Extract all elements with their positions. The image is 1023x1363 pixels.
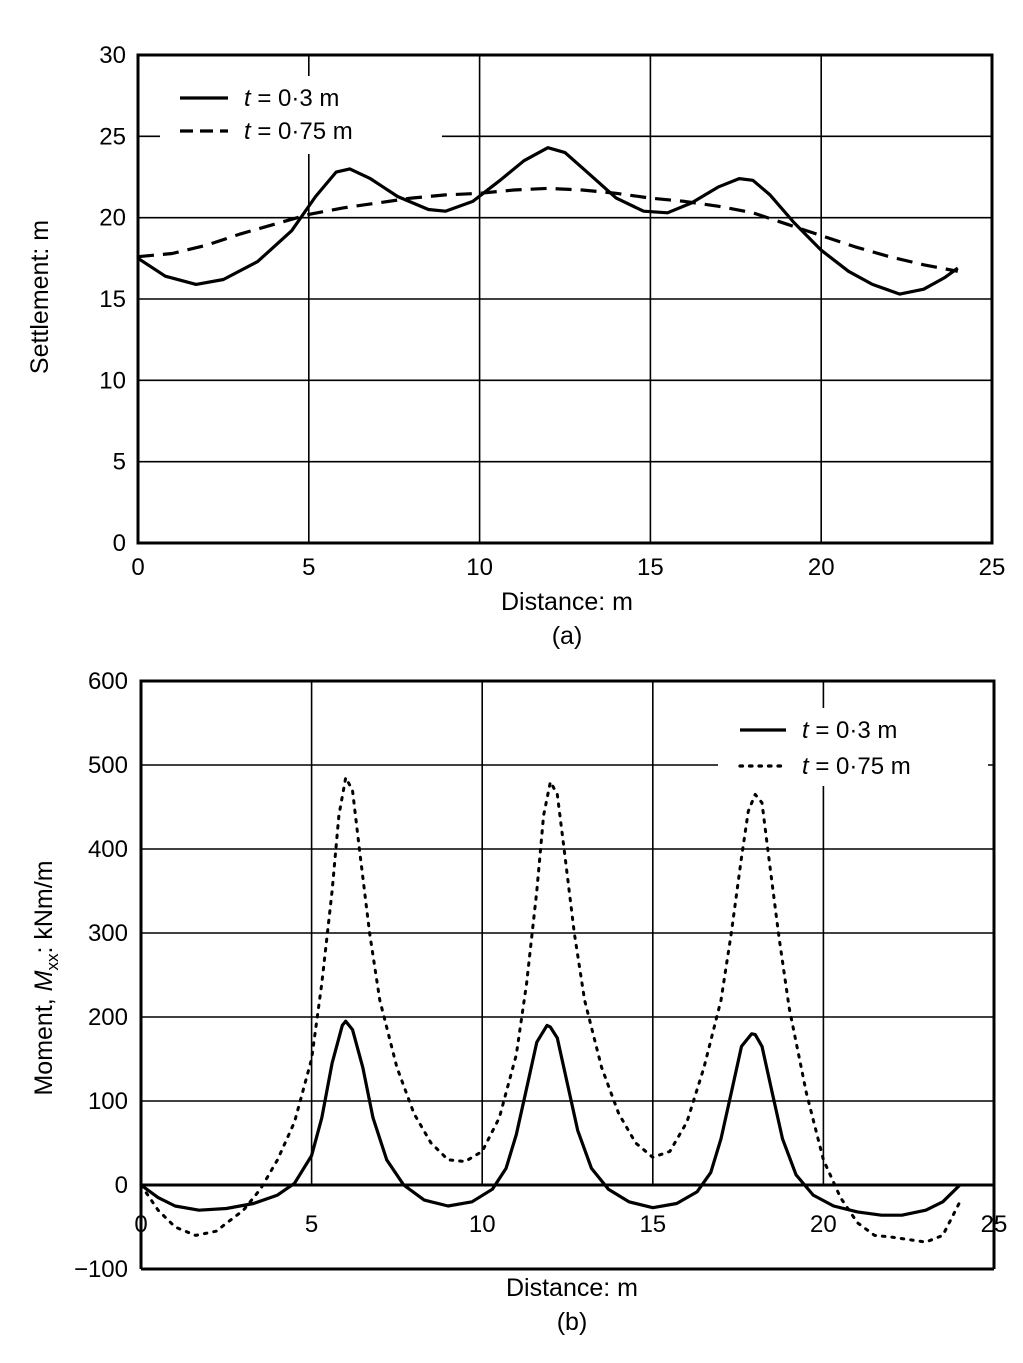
legend-label: t = 0·75 m (244, 118, 353, 145)
y-tick-label: 30 (99, 42, 126, 69)
y-tick-label: 100 (88, 1088, 128, 1115)
series-line-t-0-75 (139, 776, 962, 1244)
y-tick-label: 15 (99, 286, 126, 313)
legend-label-rest: = 0·75 m (809, 753, 911, 780)
legend-label-rest: = 0·3 m (251, 85, 340, 112)
x-axis-label: Distance: m (501, 588, 633, 616)
series-group (137, 146, 959, 296)
legend-label: t = 0·3 m (244, 85, 339, 112)
y-tick-label: 400 (88, 836, 128, 863)
legend-label: t = 0·75 m (802, 753, 911, 780)
tick-labels: 0 5 10 15 20 25 0 5 10 15 20 25 30 (99, 42, 1005, 581)
legend-label: t = 0·3 m (802, 717, 897, 744)
series-group (139, 776, 962, 1244)
x-tick-label: 0 (134, 1211, 147, 1238)
legend-background (160, 76, 442, 154)
series-line-t-0-3 (140, 1019, 962, 1217)
x-tick-label: 15 (639, 1211, 666, 1238)
plot-frame (136, 53, 994, 545)
x-tick-label: 15 (637, 554, 664, 581)
legend-label-var: t (244, 118, 252, 145)
grid-lines (138, 55, 992, 543)
series-line-t-0-75 (137, 186, 959, 273)
x-tick-label: 5 (305, 1211, 318, 1238)
panel-label: (b) (557, 1308, 588, 1336)
y-axis-label-suffix: : kNm/m (30, 860, 58, 953)
x-tick-label: 10 (469, 1211, 496, 1238)
plot-frame (139, 679, 996, 1187)
y-tick-label: 20 (99, 205, 126, 232)
y-tick-label: 25 (99, 123, 126, 150)
y-axis-label-sub: xx (43, 953, 62, 971)
x-tick-label: 25 (981, 1211, 1008, 1238)
x-tick-label: 25 (979, 554, 1006, 581)
y-tick-label: −100 (74, 1256, 128, 1283)
y-tick-label: 0 (113, 530, 126, 557)
y-axis-label-var: M (30, 970, 58, 991)
series-line-t-0-3 (137, 146, 959, 296)
legend-label-rest: = 0·3 m (809, 717, 898, 744)
x-tick-label: 5 (302, 554, 315, 581)
panel-label: (a) (552, 622, 583, 650)
y-tick-label: 200 (88, 1004, 128, 1031)
y-tick-label: 600 (88, 668, 128, 695)
legend: t = 0·3 mt = 0·75 m (180, 85, 353, 145)
x-tick-label: 10 (466, 554, 493, 581)
y-axis-label: Settlement: m (26, 220, 54, 374)
y-tick-label: 500 (88, 752, 128, 779)
x-tick-label: 20 (810, 1211, 837, 1238)
legend-label-var: t (802, 753, 810, 780)
y-tick-label: 0 (115, 1172, 128, 1199)
legend: t = 0·3 mt = 0·75 m (738, 717, 911, 780)
y-axis-label-prefix: Moment, (30, 991, 58, 1095)
legend-label-var: t (244, 85, 252, 112)
x-tick-label: 20 (808, 554, 835, 581)
x-axis-label: Distance: m (506, 1274, 638, 1302)
x-tick-label: 0 (131, 554, 144, 581)
legend-label-var: t (802, 717, 810, 744)
legend-label-rest: = 0·75 m (251, 118, 353, 145)
legend-background (718, 708, 988, 786)
y-tick-label: 10 (99, 367, 126, 394)
y-tick-label: 5 (113, 449, 126, 476)
y-tick-label: 300 (88, 920, 128, 947)
y-axis-label: Moment, Mxx: kNm/m (30, 860, 62, 1095)
